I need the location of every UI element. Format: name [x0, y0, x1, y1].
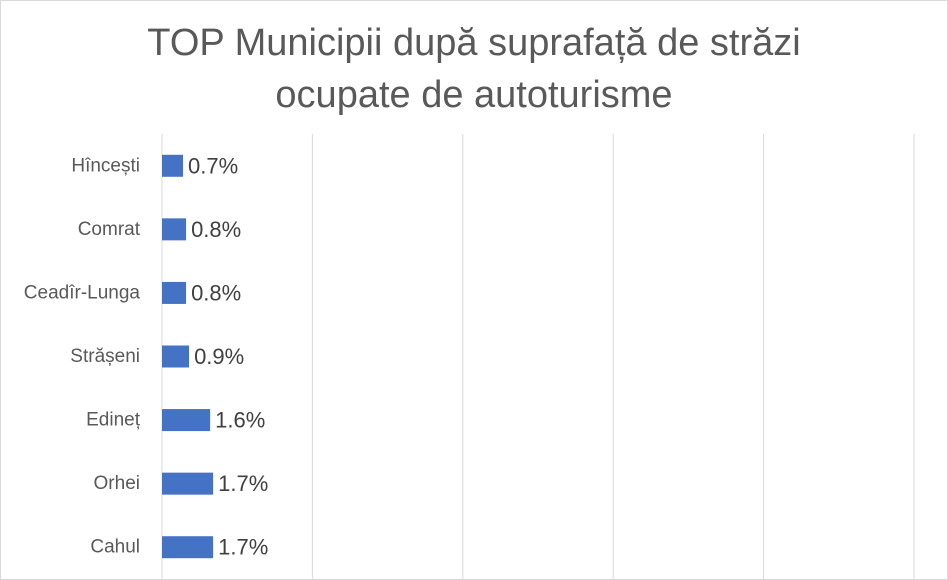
chart-title-line-1: TOP Municipii după suprafață de străzi	[147, 22, 801, 64]
bar	[162, 345, 190, 368]
data-label: 1.7%	[218, 471, 268, 496]
data-label: 0.9%	[194, 344, 244, 369]
data-label: 0.8%	[191, 217, 241, 242]
bar	[162, 154, 184, 177]
bar	[162, 281, 187, 304]
data-label: 0.7%	[188, 153, 238, 178]
category-label: Cahul	[90, 537, 140, 558]
category-label: Orhei	[94, 473, 140, 494]
data-label: 1.7%	[218, 535, 268, 560]
category-label: Comrat	[78, 219, 141, 240]
data-label: 1.6%	[215, 408, 265, 433]
category-label: Edineț	[86, 410, 141, 431]
bar	[162, 218, 187, 241]
category-label: Ceadîr-Lunga	[24, 282, 141, 303]
chart-title-line-2: ocupate de autoturisme	[275, 74, 673, 116]
category-label: Hîncești	[71, 155, 140, 176]
bar	[162, 536, 214, 559]
category-label: Strășeni	[70, 346, 140, 367]
bar	[162, 409, 211, 432]
bar	[162, 472, 214, 495]
data-label: 0.8%	[191, 280, 241, 305]
